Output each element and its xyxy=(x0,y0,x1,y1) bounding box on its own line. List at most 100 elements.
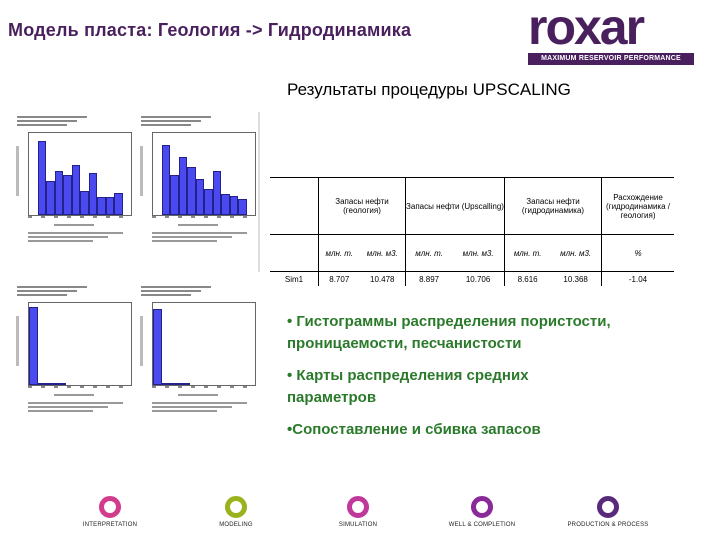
histogram-footnote xyxy=(152,232,252,244)
table-unit-cell: млн. т. xyxy=(405,234,453,272)
histogram-caption xyxy=(17,116,127,130)
histogram-plot-area xyxy=(152,132,256,216)
histogram-bar xyxy=(195,179,204,215)
histogram-bar xyxy=(37,141,46,215)
histogram-bar xyxy=(153,309,163,385)
x-axis-ticks xyxy=(152,216,254,220)
workflow-label: MODELING xyxy=(219,522,253,528)
x-axis-ticks xyxy=(152,386,254,390)
x-axis-ticks xyxy=(28,216,130,220)
table-header-cell: Расхождение (гидродинамика / геология) xyxy=(601,177,674,235)
table-unit-cell xyxy=(270,234,319,272)
workflow-step-interpretation: INTERPRETATION xyxy=(50,496,170,528)
table-cell: 8.897 xyxy=(405,271,453,286)
y-axis-label xyxy=(16,316,19,366)
histogram-bar xyxy=(178,157,187,215)
bullet-item: • Гистограммы распределения пористости, … xyxy=(287,313,611,352)
workflow-step-modeling: MODELING xyxy=(176,496,296,528)
logo-tagline: MAXIMUM RESERVOIR PERFORMANCE xyxy=(528,53,694,65)
x-axis-ticks xyxy=(28,386,130,390)
histogram-net-to-gross-2 xyxy=(138,286,258,426)
cycle-icon xyxy=(471,496,493,518)
histogram-bar xyxy=(46,181,55,215)
table-header-cell xyxy=(270,177,319,235)
histogram-permeability xyxy=(138,116,258,256)
workflow-step-production-process: PRODUCTION & PROCESS xyxy=(548,496,668,528)
table-unit-cell: млн. т. xyxy=(317,234,360,272)
histogram-bar xyxy=(229,195,238,215)
table-header-cell: Запасы нефти (гидродинамика) xyxy=(504,177,602,235)
y-axis-label xyxy=(140,146,143,196)
table-cell: 8.707 xyxy=(317,271,360,286)
y-axis-label xyxy=(16,146,19,196)
histogram-bar xyxy=(180,383,191,385)
histogram-bar xyxy=(38,383,48,385)
table-cell: 10.368 xyxy=(550,271,602,286)
x-axis-label xyxy=(178,394,218,396)
table-unit-cell: млн. м3. xyxy=(550,234,602,272)
histogram-footnote xyxy=(28,402,128,414)
histogram-caption xyxy=(141,116,251,130)
bullet-list: • Гистограммы распределения пористости, … xyxy=(287,311,617,451)
workflow-label: PRODUCTION & PROCESS xyxy=(567,522,649,528)
histogram-bar xyxy=(88,173,97,215)
section-subtitle: Результаты процедуры UPSCALING xyxy=(287,80,571,99)
histogram-bar xyxy=(71,165,80,215)
histogram-bar xyxy=(171,383,181,385)
histogram-footnote xyxy=(28,232,128,244)
workflow-label: WELL & COMPLETION xyxy=(448,522,516,528)
workflow-label: INTERPRETATION xyxy=(82,522,138,528)
divider xyxy=(258,112,260,272)
histogram-bar xyxy=(170,175,179,215)
histogram-bar xyxy=(114,192,123,215)
table-cell: 10.706 xyxy=(452,271,505,286)
histogram-bar xyxy=(212,171,221,215)
table-header-cell: Запасы нефти (Upscalling) xyxy=(405,177,505,235)
reserves-table: Запасы нефти (геология) Запасы нефти (Up… xyxy=(270,177,674,286)
bullet-item: • Карты распределения средних параметров xyxy=(287,367,529,406)
bullet-item: •Сопоставление и сбивка запасов xyxy=(287,421,541,438)
histogram-net-to-gross-1 xyxy=(14,286,134,426)
histogram-caption xyxy=(141,286,251,300)
histogram-bar xyxy=(204,188,213,215)
histogram-bar xyxy=(221,194,230,215)
workflow-label: SIMULATION xyxy=(338,522,378,528)
y-axis-label xyxy=(140,316,143,366)
histogram-porosity xyxy=(14,116,134,256)
histogram-bar xyxy=(105,197,114,215)
workflow-step-simulation: SIMULATION xyxy=(298,496,418,528)
histogram-bar xyxy=(162,382,172,385)
histogram-bar xyxy=(56,383,67,385)
table-unit-cell: млн. м3. xyxy=(359,234,406,272)
histogram-plot-area xyxy=(28,132,132,216)
cycle-icon xyxy=(347,496,369,518)
histogram-bar xyxy=(161,144,170,215)
histogram-bar xyxy=(80,191,89,215)
x-axis-label xyxy=(54,224,94,226)
table-cell: 10.478 xyxy=(359,271,406,286)
cycle-icon xyxy=(597,496,619,518)
x-axis-label xyxy=(178,224,218,226)
histogram-bar xyxy=(29,307,39,385)
histogram-bar xyxy=(47,383,57,385)
cycle-icon xyxy=(225,496,247,518)
slide-title: Модель пласта: Геология -> Гидродинамика xyxy=(8,20,412,40)
table-cell: 8.616 xyxy=(504,271,551,286)
x-axis-label xyxy=(54,394,94,396)
workflow-step-well-completion: WELL & COMPLETION xyxy=(422,496,542,528)
histogram-bar xyxy=(97,197,106,215)
table-unit-cell: млн. м3. xyxy=(452,234,505,272)
table-cell: Sim1 xyxy=(270,271,319,286)
histogram-bar xyxy=(187,167,196,215)
roxar-logo: roxar MAXIMUM RESERVOIR PERFORMANCE xyxy=(524,0,700,68)
histogram-footnote xyxy=(152,402,252,414)
histogram-plot-area xyxy=(152,302,256,386)
table-units-row: млн. т. млн. м3. млн. т. млн. м3. млн. т… xyxy=(270,234,674,272)
histogram-bar xyxy=(54,171,63,215)
table-unit-cell: % xyxy=(601,234,674,272)
histogram-bar xyxy=(238,199,247,215)
table-cell: -1.04 xyxy=(601,271,674,286)
histogram-plot-area xyxy=(28,302,132,386)
table-header-cell: Запасы нефти (геология) xyxy=(318,177,406,235)
table-header-row: Запасы нефти (геология) Запасы нефти (Up… xyxy=(270,177,674,235)
